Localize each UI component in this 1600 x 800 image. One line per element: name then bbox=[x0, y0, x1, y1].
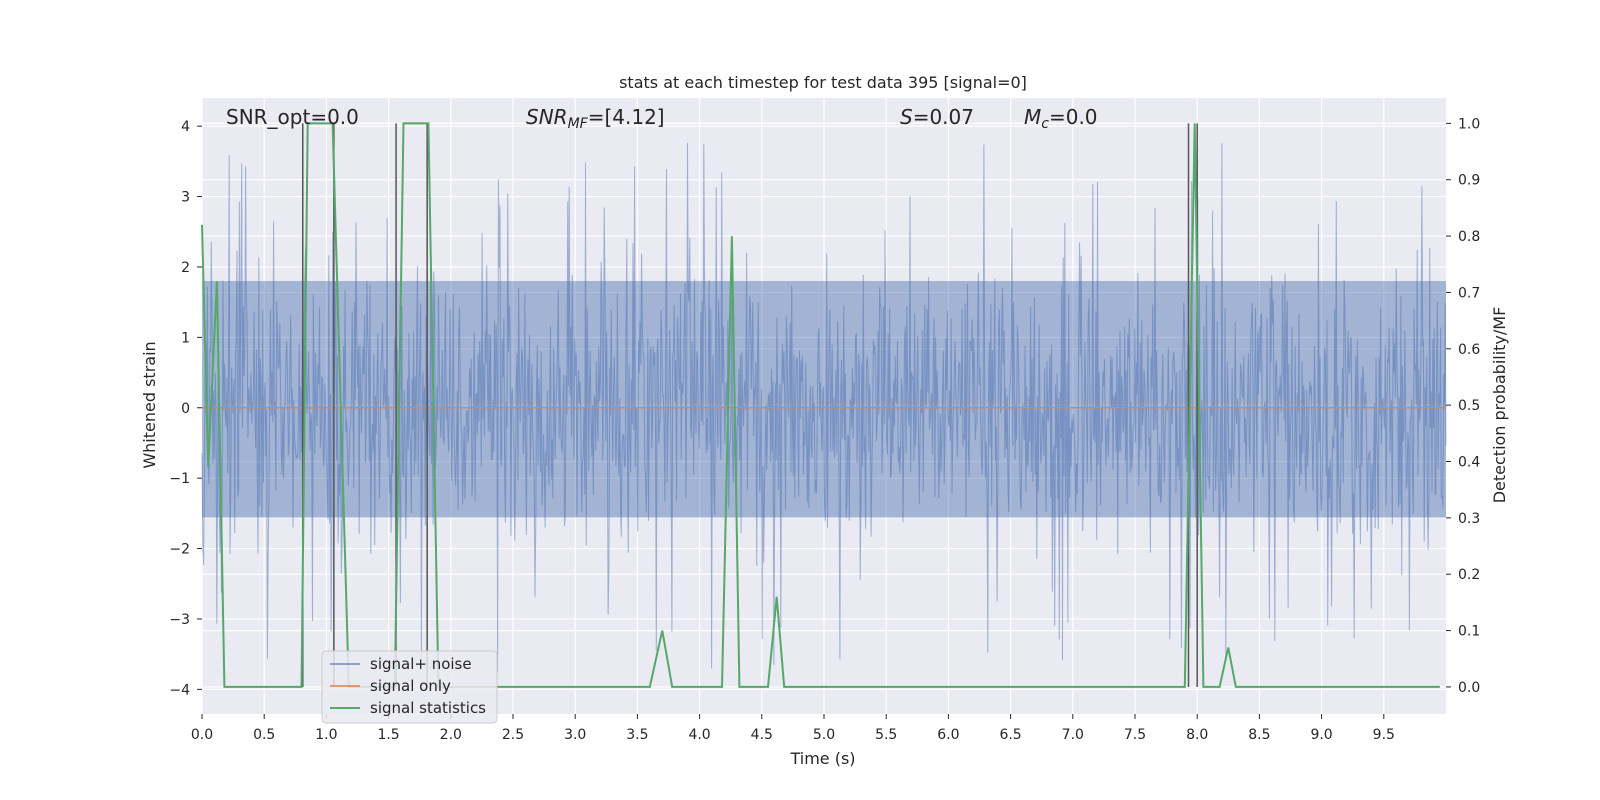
annotation-mc-value: =0.0 bbox=[1049, 105, 1098, 129]
x-tick-label-6: 3.0 bbox=[564, 727, 586, 743]
y-left-tick-label-2: −2 bbox=[169, 542, 190, 558]
series-signal-statistics bbox=[201, 122, 1440, 688]
noise-trace bbox=[201, 142, 1447, 673]
annotation-mc-prefix: M bbox=[1024, 105, 1041, 129]
x-tick-label-18: 9.0 bbox=[1310, 727, 1332, 743]
y-right-tick-label-4: 0.4 bbox=[1458, 455, 1480, 471]
y-right-tick-label-6: 0.6 bbox=[1458, 342, 1480, 358]
x-tick-label-7: 3.5 bbox=[626, 727, 648, 743]
legend: signal+ noise signal only signal statist… bbox=[321, 650, 498, 724]
x-axis-ticks: 0.0 0.5 1.0 1.5 2.0 2.5 3.0 3.5 4.0 4.5 5.0 5.5 6.0 6… bbox=[191, 714, 1395, 743]
signal-statistics-line bbox=[201, 122, 1440, 688]
y-left-tick-label-7: 3 bbox=[181, 190, 190, 206]
y-right-tick-label-5: 0.5 bbox=[1458, 398, 1480, 414]
annotation-snr-mf-sub: MF bbox=[568, 116, 589, 132]
x-axis-label: Time (s) bbox=[789, 749, 855, 768]
y-left-tick-label-8: 4 bbox=[181, 119, 190, 135]
vertical-markers bbox=[302, 123, 1198, 687]
annotation-snr-mf-prefix: SNR bbox=[526, 105, 568, 129]
y-right-tick-label-1: 0.1 bbox=[1458, 624, 1480, 640]
y-right-tick-label-2: 0.2 bbox=[1458, 567, 1480, 583]
annotation-s-prefix: S bbox=[900, 105, 913, 129]
x-tick-label-16: 8.0 bbox=[1186, 727, 1208, 743]
chart-title: stats at each timestep for test data 395… bbox=[619, 73, 1027, 92]
x-tick-label-11: 5.5 bbox=[875, 727, 897, 743]
annotation-mc-sub: c bbox=[1041, 116, 1049, 132]
x-tick-label-17: 8.5 bbox=[1248, 727, 1270, 743]
y-axis-left-label: Whitened strain bbox=[140, 341, 159, 468]
x-tick-label-12: 6.0 bbox=[937, 727, 959, 743]
y-left-tick-label-3: −1 bbox=[169, 471, 190, 487]
y-right-tick-label-10: 1.0 bbox=[1458, 116, 1480, 132]
annotation-s-value: =0.07 bbox=[913, 105, 974, 129]
y-right-tick-label-3: 0.3 bbox=[1458, 511, 1480, 527]
legend-entry-signal-statistics: signal statistics bbox=[370, 699, 486, 717]
annotation-mc: Mc=0.0 bbox=[1024, 105, 1098, 132]
legend-entry-signal-noise: signal+ noise bbox=[370, 655, 472, 673]
annotation-snr-mf-value: =[4.12] bbox=[588, 105, 665, 129]
y-right-tick-label-9: 0.9 bbox=[1458, 173, 1480, 189]
y-left-tick-label-6: 2 bbox=[181, 260, 190, 276]
y-axis-right-label: Detection probability/MF bbox=[1490, 307, 1509, 504]
y-axis-left-ticks: −4 −3 −2 −1 0 1 2 3 4 bbox=[169, 119, 202, 698]
legend-box bbox=[321, 650, 498, 724]
x-tick-label-2: 1.0 bbox=[315, 727, 337, 743]
x-tick-label-0: 0.0 bbox=[191, 727, 213, 743]
annotation-snr-opt: SNR_opt=0.0 bbox=[226, 105, 359, 129]
series-signal-noise bbox=[201, 142, 1447, 673]
x-tick-label-19: 9.5 bbox=[1373, 727, 1395, 743]
annotation-snr-mf: SNRMF=[4.12] bbox=[526, 105, 665, 132]
y-left-tick-label-0: −4 bbox=[169, 682, 190, 698]
y-right-tick-label-8: 0.8 bbox=[1458, 229, 1480, 245]
x-tick-label-3: 1.5 bbox=[377, 727, 399, 743]
y-axis-right-ticks: 0.0 0.1 0.2 0.3 0.4 0.5 0.6 0.7 0.8 0.9 1.0 bbox=[1446, 116, 1480, 696]
x-tick-label-13: 6.5 bbox=[999, 727, 1021, 743]
x-tick-label-14: 7.0 bbox=[1062, 727, 1084, 743]
x-tick-label-4: 2.0 bbox=[440, 727, 462, 743]
x-tick-label-10: 5.0 bbox=[813, 727, 835, 743]
legend-entry-signal-only: signal only bbox=[370, 677, 451, 695]
y-left-tick-label-4: 0 bbox=[181, 401, 190, 417]
y-left-tick-label-1: −3 bbox=[169, 612, 190, 628]
annotations: SNR_opt=0.0 SNRMF=[4.12] S=0.07 Mc=0.0 bbox=[226, 105, 1098, 132]
annotation-s: S=0.07 bbox=[900, 105, 974, 129]
y-right-tick-label-7: 0.7 bbox=[1458, 285, 1480, 301]
x-tick-label-5: 2.5 bbox=[502, 727, 524, 743]
x-tick-label-8: 4.0 bbox=[688, 727, 710, 743]
x-tick-label-15: 7.5 bbox=[1124, 727, 1146, 743]
x-tick-label-9: 4.5 bbox=[751, 727, 773, 743]
y-left-tick-label-5: 1 bbox=[181, 330, 190, 346]
x-tick-label-1: 0.5 bbox=[253, 727, 275, 743]
y-right-tick-label-0: 0.0 bbox=[1458, 680, 1480, 696]
